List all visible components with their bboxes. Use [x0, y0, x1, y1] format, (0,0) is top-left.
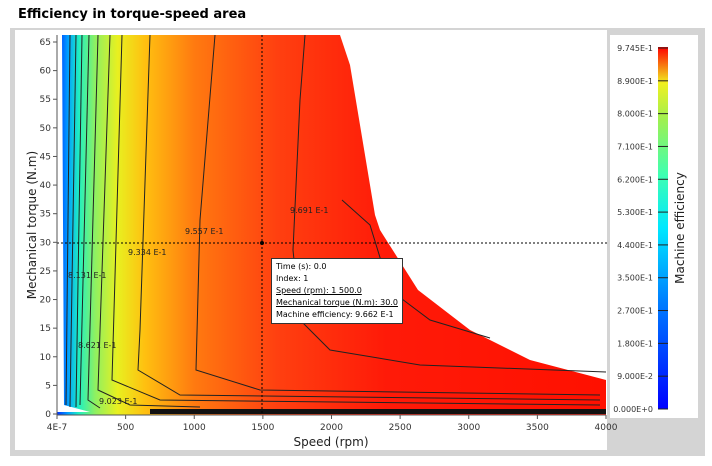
contour-label: 8.131 E-1 [68, 271, 106, 280]
colorbar-tick-label: 9.745E-1 [617, 44, 653, 53]
y-tick-label: 0 [45, 410, 51, 420]
colorbar-tick-label: 2.700E-1 [617, 307, 653, 316]
contour-label: 8.621 E-1 [78, 341, 116, 350]
y-tick-label: 30 [40, 238, 52, 248]
colorbar-tick-label: 4.400E-1 [617, 241, 653, 250]
out-of-range-region [340, 35, 606, 380]
colorbar-label: Machine efficiency [673, 172, 687, 284]
y-tick-label: 45 [40, 152, 51, 162]
contour-label: 9.691 E-1 [290, 206, 328, 215]
tooltip-torque: Mechanical torque (N.m): 30.0 [276, 298, 398, 307]
y-tick-label: 15 [40, 324, 51, 334]
colorbar [658, 47, 668, 409]
x-tick-label: 4E-7 [47, 423, 67, 433]
y-tick-label: 10 [40, 353, 52, 363]
x-tick-label: 3500 [526, 423, 549, 433]
colorbar-tick-label: 7.100E-1 [617, 142, 653, 151]
tooltip-index: Index: 1 [276, 274, 309, 283]
chart-title: Efficiency in torque-speed area [18, 7, 247, 22]
x-tick-label: 2000 [320, 423, 343, 433]
x-tick-label: 1000 [183, 423, 206, 433]
contour-label: 9.334 E-1 [128, 248, 166, 257]
contour-label: 9.023 E-1 [99, 397, 137, 406]
x-axis-label: Speed (rpm) [293, 435, 368, 449]
tooltip-time: Time (s): 0.0 [276, 262, 327, 271]
colorbar-tick-label: 5.300E-1 [617, 208, 653, 217]
colorbar-tick-label: 8.900E-1 [617, 77, 653, 86]
contour-lines [65, 34, 607, 409]
y-tick-label: 35 [40, 210, 51, 220]
y-tick-label: 20 [40, 296, 52, 306]
x-tick-label: 4000 [595, 423, 618, 433]
y-tick-label: 40 [40, 181, 52, 191]
tooltip-speed: Speed (rpm): 1 500.0 [276, 286, 362, 295]
colorbar-tick-label: 8.000E-1 [617, 110, 653, 119]
colorbar-tick-label: 9.000E-2 [617, 372, 653, 381]
tooltip-efficiency: Machine efficiency: 9.662 E-1 [276, 310, 394, 319]
y-axis-label: Mechanical torque (N.m) [25, 151, 39, 299]
x-tick-label: 500 [117, 423, 134, 433]
cursor-point[interactable] [260, 241, 264, 245]
y-tick-label: 5 [45, 381, 51, 391]
y-tick-label: 55 [40, 95, 51, 105]
colorbar-tick-label: 3.500E-1 [617, 274, 653, 283]
tooltip: Time (s): 0.0 Index: 1 Speed (rpm): 1 50… [271, 258, 403, 324]
x-tick-label: 3000 [457, 423, 480, 433]
low-region [57, 35, 90, 412]
y-tick-label: 65 [40, 38, 51, 48]
x-tick-label: 2500 [389, 423, 412, 433]
colorbar-tick-label: 0.000E+0 [613, 405, 653, 414]
contour-label: 9.557 E-1 [185, 227, 223, 236]
legend-panel [610, 35, 698, 418]
low-torque-band [150, 409, 606, 414]
x-tick-label: 1500 [251, 423, 274, 433]
y-tick-label: 60 [40, 67, 52, 77]
colorbar-tick-label: 6.200E-1 [617, 175, 653, 184]
y-tick-label: 50 [40, 124, 52, 134]
colorbar-tick-label: 1.800E-1 [617, 339, 653, 348]
y-tick-label: 25 [40, 267, 51, 277]
